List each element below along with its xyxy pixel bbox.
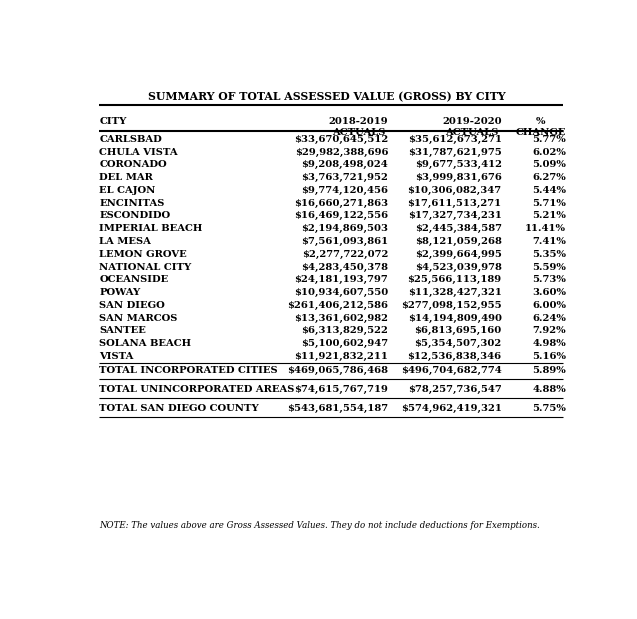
Text: SANTEE: SANTEE — [99, 326, 147, 335]
Text: CHULA VISTA: CHULA VISTA — [99, 147, 178, 157]
Text: $2,399,664,995: $2,399,664,995 — [415, 250, 502, 259]
Text: 6.27%: 6.27% — [532, 173, 566, 182]
Text: 11.41%: 11.41% — [525, 224, 566, 233]
Text: 5.35%: 5.35% — [532, 250, 566, 259]
Text: $24,181,193,797: $24,181,193,797 — [294, 275, 388, 284]
Text: $12,536,838,346: $12,536,838,346 — [408, 352, 502, 361]
Text: $10,306,082,347: $10,306,082,347 — [408, 186, 502, 195]
Text: POWAY: POWAY — [99, 288, 141, 297]
Text: $574,962,419,321: $574,962,419,321 — [401, 404, 502, 413]
Text: $3,763,721,952: $3,763,721,952 — [301, 173, 388, 182]
Text: %
CHANGE: % CHANGE — [515, 117, 566, 137]
Text: $78,257,736,547: $78,257,736,547 — [408, 385, 502, 394]
Text: 5.71%: 5.71% — [532, 199, 566, 208]
Text: TOTAL SAN DIEGO COUNTY: TOTAL SAN DIEGO COUNTY — [99, 404, 259, 413]
Text: 4.98%: 4.98% — [532, 339, 566, 348]
Text: 5.89%: 5.89% — [532, 366, 566, 374]
Text: $25,566,113,189: $25,566,113,189 — [408, 275, 502, 284]
Text: SUMMARY OF TOTAL ASSESSED VALUE (GROSS) BY CITY: SUMMARY OF TOTAL ASSESSED VALUE (GROSS) … — [148, 91, 505, 102]
Text: 2019-2020
ACTUALS: 2019-2020 ACTUALS — [442, 117, 502, 137]
Text: NATIONAL CITY: NATIONAL CITY — [99, 262, 192, 272]
Text: $6,313,829,522: $6,313,829,522 — [301, 326, 388, 335]
Text: $11,921,832,211: $11,921,832,211 — [294, 352, 388, 361]
Text: $8,121,059,268: $8,121,059,268 — [415, 237, 502, 246]
Text: $35,612,673,271: $35,612,673,271 — [408, 135, 502, 144]
Text: 5.73%: 5.73% — [532, 275, 566, 284]
Text: 5.75%: 5.75% — [532, 404, 566, 413]
Text: 3.60%: 3.60% — [532, 288, 566, 297]
Text: $17,327,734,231: $17,327,734,231 — [408, 212, 502, 220]
Text: $10,934,607,550: $10,934,607,550 — [294, 288, 388, 297]
Text: 5.44%: 5.44% — [532, 186, 566, 195]
Text: $4,523,039,978: $4,523,039,978 — [415, 262, 502, 272]
Text: CITY: CITY — [99, 117, 127, 126]
Text: 5.16%: 5.16% — [532, 352, 566, 361]
Text: 2018-2019
ACTUALS: 2018-2019 ACTUALS — [329, 117, 388, 137]
Text: $2,277,722,072: $2,277,722,072 — [302, 250, 388, 259]
Text: OCEANSIDE: OCEANSIDE — [99, 275, 169, 284]
Text: $9,677,533,412: $9,677,533,412 — [415, 160, 502, 170]
Text: $543,681,554,187: $543,681,554,187 — [287, 404, 388, 413]
Text: $74,615,767,719: $74,615,767,719 — [294, 385, 388, 394]
Text: SAN DIEGO: SAN DIEGO — [99, 301, 165, 310]
Text: $469,065,786,468: $469,065,786,468 — [287, 366, 388, 374]
Text: $9,208,498,024: $9,208,498,024 — [301, 160, 388, 170]
Text: 5.59%: 5.59% — [532, 262, 566, 272]
Text: $2,194,869,503: $2,194,869,503 — [301, 224, 388, 233]
Text: $31,787,621,975: $31,787,621,975 — [408, 147, 502, 157]
Text: $2,445,384,587: $2,445,384,587 — [415, 224, 502, 233]
Text: DEL MAR: DEL MAR — [99, 173, 154, 182]
Text: SAN MARCOS: SAN MARCOS — [99, 314, 178, 322]
Text: $17,611,513,271: $17,611,513,271 — [408, 199, 502, 208]
Text: $29,982,388,696: $29,982,388,696 — [295, 147, 388, 157]
Text: $261,406,212,586: $261,406,212,586 — [287, 301, 388, 310]
Text: VISTA: VISTA — [99, 352, 134, 361]
Text: 6.02%: 6.02% — [532, 147, 566, 157]
Text: 7.41%: 7.41% — [532, 237, 566, 246]
Text: 4.88%: 4.88% — [532, 385, 566, 394]
Text: CORONADO: CORONADO — [99, 160, 167, 170]
Text: $11,328,427,321: $11,328,427,321 — [408, 288, 502, 297]
Text: LEMON GROVE: LEMON GROVE — [99, 250, 187, 259]
Text: SOLANA BEACH: SOLANA BEACH — [99, 339, 192, 348]
Text: $16,660,271,863: $16,660,271,863 — [294, 199, 388, 208]
Text: $7,561,093,861: $7,561,093,861 — [301, 237, 388, 246]
Text: $4,283,450,378: $4,283,450,378 — [301, 262, 388, 272]
Text: $14,194,809,490: $14,194,809,490 — [408, 314, 502, 322]
Text: 6.24%: 6.24% — [532, 314, 566, 322]
Text: $5,354,507,302: $5,354,507,302 — [415, 339, 502, 348]
Text: 7.92%: 7.92% — [533, 326, 566, 335]
Text: 5.09%: 5.09% — [532, 160, 566, 170]
Text: $3,999,831,676: $3,999,831,676 — [415, 173, 502, 182]
Text: EL CAJON: EL CAJON — [99, 186, 156, 195]
Text: CARLSBAD: CARLSBAD — [99, 135, 162, 144]
Text: IMPERIAL BEACH: IMPERIAL BEACH — [99, 224, 203, 233]
Text: 5.77%: 5.77% — [532, 135, 566, 144]
Text: 6.00%: 6.00% — [532, 301, 566, 310]
Text: $496,704,682,774: $496,704,682,774 — [401, 366, 502, 374]
Text: ENCINITAS: ENCINITAS — [99, 199, 165, 208]
Text: $16,469,122,556: $16,469,122,556 — [294, 212, 388, 220]
Text: $277,098,152,955: $277,098,152,955 — [401, 301, 502, 310]
Text: TOTAL INCORPORATED CITIES: TOTAL INCORPORATED CITIES — [99, 366, 278, 374]
Text: NOTE: The values above are Gross Assessed Values. They do not include deductions: NOTE: The values above are Gross Assesse… — [99, 521, 540, 530]
Text: LA MESA: LA MESA — [99, 237, 151, 246]
Text: 5.21%: 5.21% — [532, 212, 566, 220]
Text: $5,100,602,947: $5,100,602,947 — [301, 339, 388, 348]
Text: $9,774,120,456: $9,774,120,456 — [301, 186, 388, 195]
Text: ESCONDIDO: ESCONDIDO — [99, 212, 171, 220]
Text: $6,813,695,160: $6,813,695,160 — [415, 326, 502, 335]
Text: TOTAL UNINCORPORATED AREAS: TOTAL UNINCORPORATED AREAS — [99, 385, 295, 394]
Text: $13,361,602,982: $13,361,602,982 — [294, 314, 388, 322]
Text: $33,670,645,512: $33,670,645,512 — [294, 135, 388, 144]
